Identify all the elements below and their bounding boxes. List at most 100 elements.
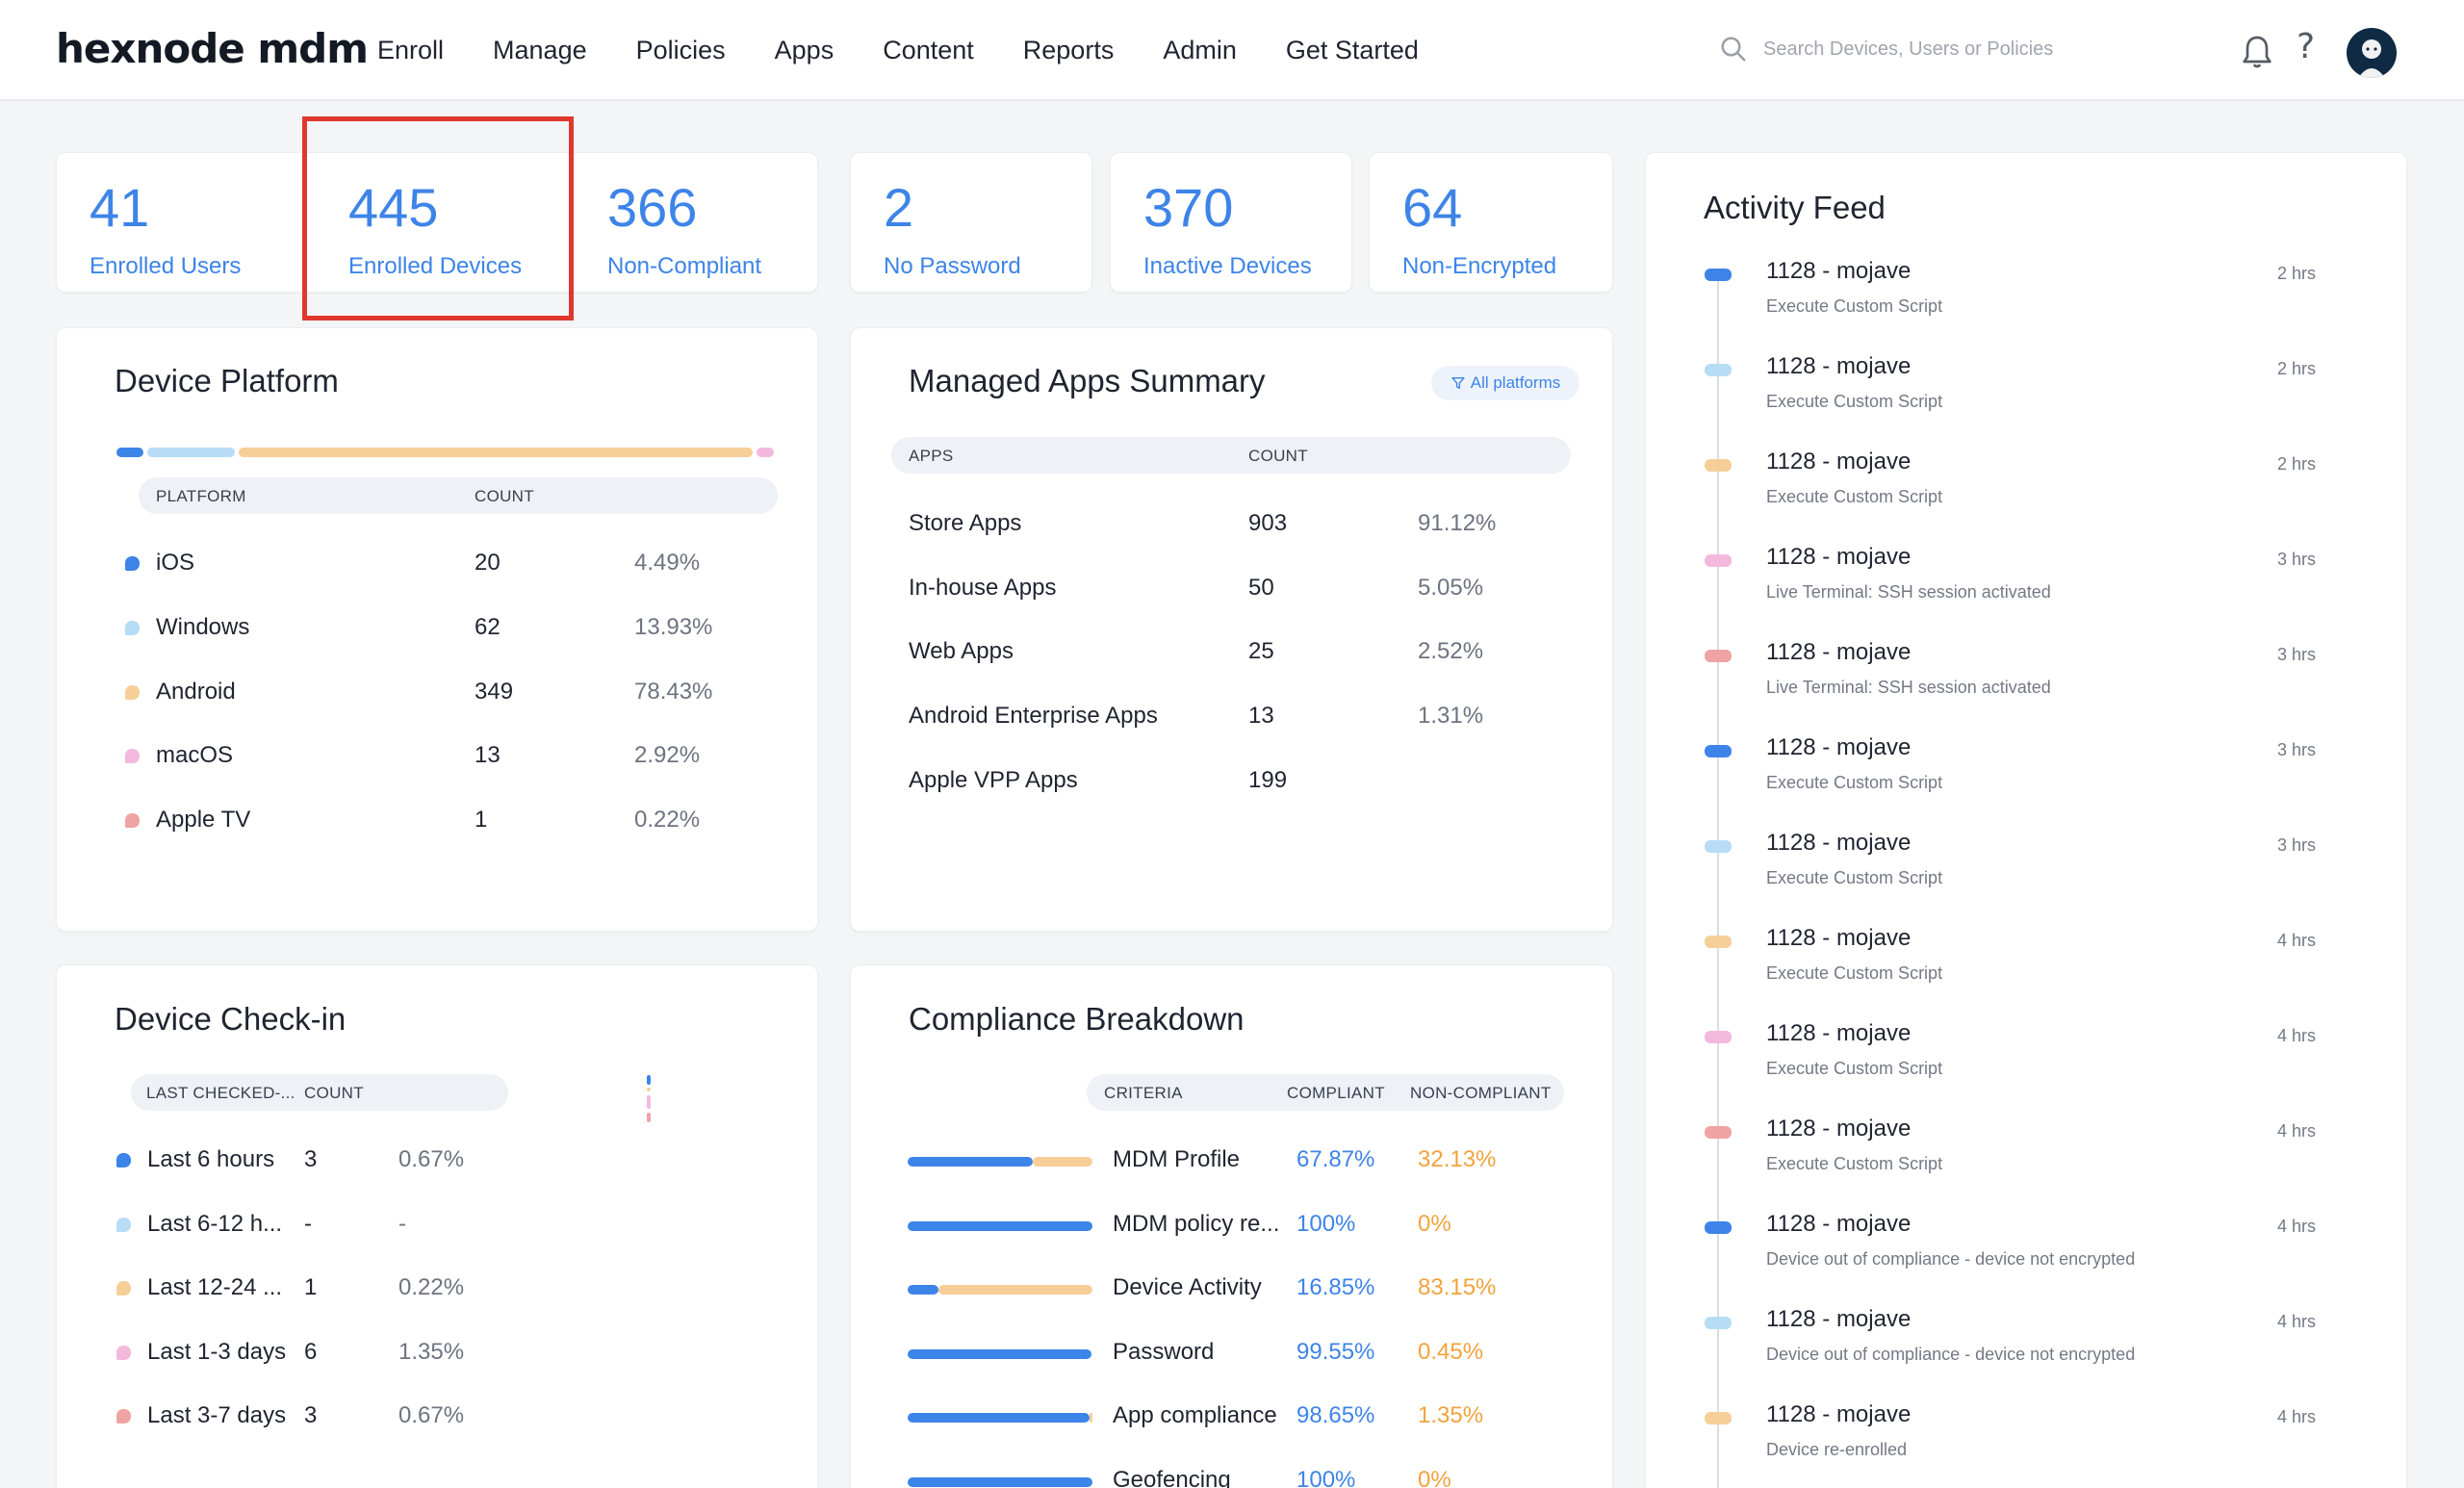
activity-device: 1128 - mojave bbox=[1766, 449, 1912, 475]
checkin-count[interactable]: 3 bbox=[304, 1146, 318, 1172]
non-compliant-bar bbox=[1033, 1157, 1092, 1167]
activity-dot bbox=[1705, 1221, 1732, 1234]
column-header-last-checked[interactable]: LAST CHECKED-... bbox=[146, 1084, 295, 1102]
stat-label: Inactive Devices bbox=[1143, 253, 1312, 279]
nav-admin[interactable]: Admin bbox=[1163, 36, 1237, 64]
app-type-name[interactable]: Apple VPP Apps bbox=[909, 767, 1078, 793]
app-type-name[interactable]: Web Apps bbox=[909, 638, 1014, 664]
column-header-apps[interactable]: APPS bbox=[909, 447, 954, 465]
hexnode-logo[interactable]: hexnode mdm bbox=[56, 25, 369, 72]
column-header-count[interactable]: COUNT bbox=[1248, 447, 1308, 465]
checkin-count[interactable]: 1 bbox=[304, 1274, 318, 1300]
device-platform-title: Device Platform bbox=[115, 363, 339, 398]
activity-time: 2 hrs bbox=[2277, 454, 2317, 474]
platform-count[interactable]: 20 bbox=[475, 550, 500, 576]
nav-reports[interactable]: Reports bbox=[1022, 36, 1115, 64]
help-icon[interactable]: ? bbox=[2297, 27, 2316, 66]
checkin-range[interactable]: Last 3-7 days bbox=[147, 1402, 287, 1428]
non-compliant-percent: 32.13% bbox=[1418, 1146, 1497, 1172]
search-input[interactable] bbox=[1763, 38, 2148, 61]
checkin-range[interactable]: Last 6-12 h... bbox=[147, 1211, 283, 1237]
activity-description: Device out of compliance - device not en… bbox=[1766, 1249, 2136, 1269]
app-type-count[interactable]: 199 bbox=[1248, 767, 1288, 793]
platform-name[interactable]: Apple TV bbox=[156, 807, 251, 833]
column-header-count[interactable]: COUNT bbox=[475, 487, 534, 505]
column-header-criteria[interactable]: CRITERIA bbox=[1104, 1084, 1183, 1102]
criteria-name: Geofencing bbox=[1113, 1467, 1231, 1488]
stat-inactive-devices[interactable]: 370 Inactive Devices bbox=[1110, 152, 1352, 293]
activity-time: 3 hrs bbox=[2277, 645, 2317, 664]
activity-time: 4 hrs bbox=[2277, 1026, 2317, 1045]
managed-apps-panel bbox=[850, 327, 1613, 932]
activity-description: Execute Custom Script bbox=[1766, 296, 1943, 316]
app-type-name[interactable]: In-house Apps bbox=[909, 575, 1057, 601]
column-header-compliant[interactable]: COMPLIANT bbox=[1287, 1084, 1385, 1102]
activity-time: 3 hrs bbox=[2277, 835, 2317, 855]
criteria-name: App compliance bbox=[1113, 1402, 1277, 1428]
checkin-count[interactable]: 3 bbox=[304, 1402, 318, 1428]
stat-no-password[interactable]: 2 No Password bbox=[850, 152, 1092, 293]
app-type-name[interactable]: Android Enterprise Apps bbox=[909, 703, 1158, 729]
platform-name[interactable]: macOS bbox=[156, 742, 234, 768]
activity-dot bbox=[1705, 269, 1732, 281]
stat-enrolled-devices[interactable]: 445 Enrolled Devices bbox=[316, 153, 566, 292]
platform-name[interactable]: iOS bbox=[156, 550, 195, 576]
bar-segment-android bbox=[239, 448, 753, 457]
platform-count[interactable]: 349 bbox=[475, 679, 514, 705]
non-compliant-percent: 0% bbox=[1418, 1467, 1451, 1488]
checkin-range[interactable]: Last 6 hours bbox=[147, 1146, 275, 1172]
nav-apps[interactable]: Apps bbox=[774, 36, 834, 64]
checkin-count[interactable]: - bbox=[304, 1211, 312, 1237]
nav-enroll[interactable]: Enroll bbox=[377, 36, 445, 64]
app-type-name[interactable]: Store Apps bbox=[909, 510, 1022, 536]
checkin-percent: 1.35% bbox=[398, 1339, 465, 1365]
platform-count[interactable]: 62 bbox=[475, 614, 500, 640]
compliant-percent: 67.87% bbox=[1296, 1146, 1375, 1172]
activity-device: 1128 - mojave bbox=[1766, 830, 1912, 856]
column-header-non-compliant[interactable]: NON-COMPLIANT bbox=[1410, 1084, 1552, 1102]
activity-device: 1128 - mojave bbox=[1766, 1306, 1912, 1332]
stat-non-encrypted[interactable]: 64 Non-Encrypted bbox=[1369, 152, 1613, 293]
non-compliant-bar bbox=[938, 1285, 1092, 1295]
activity-time: 4 hrs bbox=[2277, 1407, 2317, 1426]
stat-value: 445 bbox=[348, 177, 439, 238]
stat-enrolled-users[interactable]: 41 Enrolled Users bbox=[57, 153, 307, 292]
platform-name[interactable]: Windows bbox=[156, 614, 250, 640]
notification-bell-icon[interactable] bbox=[2238, 33, 2276, 71]
platform-name[interactable]: Android bbox=[156, 679, 236, 705]
user-avatar[interactable] bbox=[2347, 28, 2397, 78]
column-header-count[interactable]: COUNT bbox=[304, 1084, 364, 1102]
activity-dot bbox=[1705, 554, 1732, 567]
legend-dot-macos bbox=[125, 749, 140, 763]
app-type-count[interactable]: 13 bbox=[1248, 703, 1274, 729]
platform-count[interactable]: 13 bbox=[475, 742, 500, 768]
filter-label: All platforms bbox=[1470, 373, 1561, 392]
bar-segment-ios bbox=[116, 448, 143, 457]
activity-dot bbox=[1705, 745, 1732, 757]
compliant-bar bbox=[908, 1349, 1091, 1359]
mini-bar-segment bbox=[647, 1088, 651, 1091]
checkin-range[interactable]: Last 1-3 days bbox=[147, 1339, 287, 1365]
checkin-range[interactable]: Last 12-24 ... bbox=[147, 1274, 283, 1300]
app-type-count[interactable]: 25 bbox=[1248, 638, 1274, 664]
criteria-name: Password bbox=[1113, 1339, 1215, 1365]
compliant-percent: 98.65% bbox=[1296, 1402, 1375, 1428]
platform-count[interactable]: 1 bbox=[475, 807, 488, 833]
bar-segment-windows bbox=[147, 448, 235, 457]
app-type-percent: 91.12% bbox=[1418, 510, 1497, 536]
app-type-count[interactable]: 50 bbox=[1248, 575, 1274, 601]
search-box[interactable] bbox=[1719, 35, 2148, 64]
compliant-bar bbox=[908, 1285, 938, 1295]
nav-policies[interactable]: Policies bbox=[635, 36, 726, 64]
app-type-count[interactable]: 903 bbox=[1248, 510, 1288, 536]
non-compliant-percent: 0.45% bbox=[1418, 1339, 1484, 1365]
column-header-platform[interactable]: PLATFORM bbox=[156, 487, 246, 505]
stat-non-compliant[interactable]: 366 Non-Compliant bbox=[575, 153, 819, 292]
compliance-breakdown-title: Compliance Breakdown bbox=[909, 1001, 1245, 1037]
nav-manage[interactable]: Manage bbox=[493, 36, 587, 64]
checkin-count[interactable]: 6 bbox=[304, 1339, 318, 1365]
stat-label: Non-Compliant bbox=[607, 253, 762, 279]
nav-get-started[interactable]: Get Started bbox=[1285, 36, 1419, 64]
platform-filter-button[interactable]: All platforms bbox=[1431, 366, 1579, 400]
nav-content[interactable]: Content bbox=[883, 36, 974, 64]
